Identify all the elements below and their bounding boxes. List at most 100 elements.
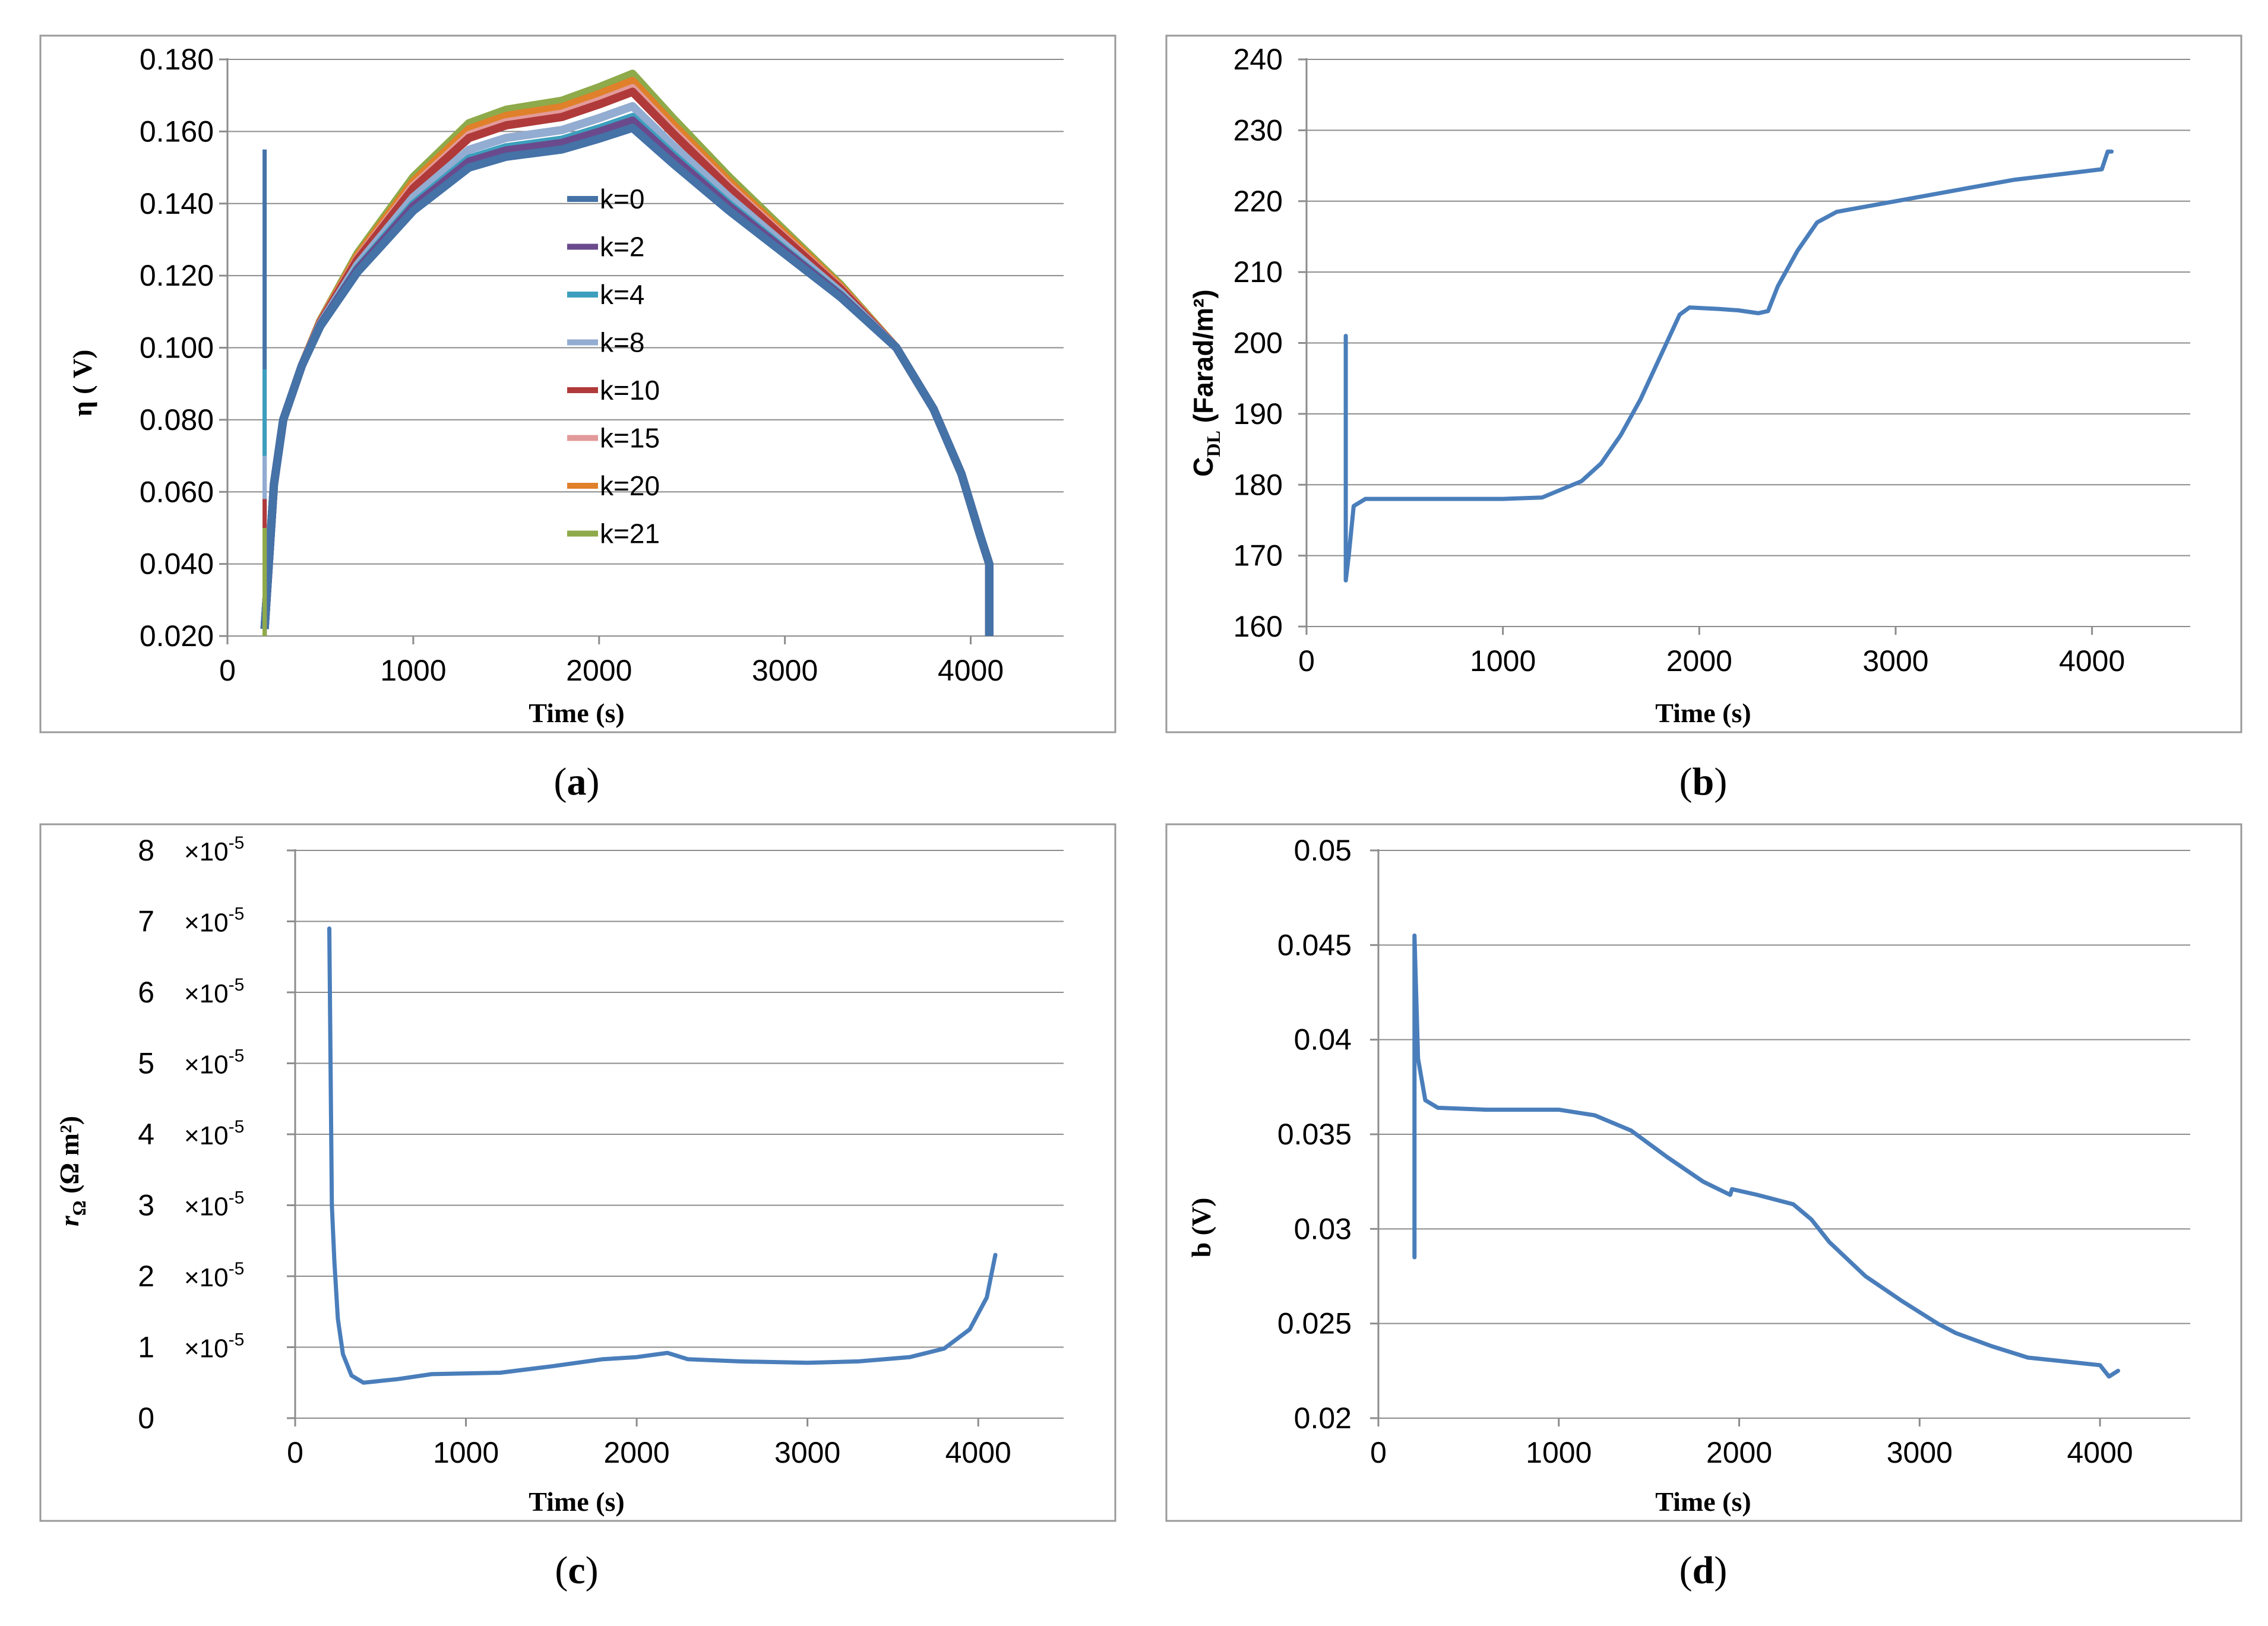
y-tick-label: 230 [1233,113,1283,147]
caption-a: (a) [554,760,600,803]
y-tick-label: 7 [138,905,154,938]
y-tick-label: 240 [1233,43,1283,76]
caption-c: (c) [555,1549,598,1592]
series-line [1412,933,2120,1379]
y-tick-factor: ×10-5 [184,1117,244,1150]
y-tick-exponent: -5 [229,1259,245,1279]
caption-b: (b) [1679,760,1728,803]
chart-a-ylabel: η ( V) [67,350,97,417]
y-tick-label: 8 [138,834,154,867]
y-tick-label: 160 [1233,610,1283,643]
legend-label-k=0: k=0 [600,184,644,214]
chart-b: 160 170 180 190 200 210 220 230 240 0 1000 2000 3000… [1233,43,2190,678]
y-tick-exponent: -5 [229,904,245,924]
x-tick-label: 1000 [433,1436,499,1469]
y-tick-factor: ×10-5 [184,1046,244,1080]
y-tick-label: 0.02 [1294,1402,1352,1435]
caption-d-letter: d [1693,1549,1715,1592]
panel-a: 0.020 0.040 0.060 0.080 0.100 0.120 0.140 0.160… [39,34,1116,733]
series-line [327,926,998,1385]
x-tick-label: 1000 [1526,1436,1592,1469]
y-tick-factor-base: ×10 [184,1192,229,1222]
x-tick-label: 0 [219,654,236,687]
y-tick-label: 6 [138,976,154,1009]
y-tick-exponent: -5 [229,975,245,995]
y-tick-factor: ×10-5 [184,904,244,938]
y-tick-factor-base: ×10 [184,1121,229,1150]
y-tick-label: 0.04 [1294,1023,1352,1056]
panel-d-frame [1165,823,2242,1522]
y-tick-label: 0 [138,1402,154,1435]
x-tick-label: 3000 [774,1436,840,1469]
x-tick-label: 4000 [945,1436,1011,1469]
x-tick-label: 2000 [1666,644,1732,678]
caption-b-letter: b [1693,760,1715,803]
chart-c-ylabel: rΩ (Ω m²) [54,1116,90,1226]
y-tick-factor-base: ×10 [184,1334,229,1364]
chart-c-ylabel-main: r [54,1215,84,1226]
chart-b-ylabel: CDL (Farad/m²) [1188,289,1224,476]
y-tick-factor: ×10-5 [184,1259,244,1292]
chart-c: 01 ×10-52 ×10-53 ×10-54 ×10-55 ×10-56 ×10-57 ×1… [138,833,1064,1469]
chart-b-ylabel-sub: DL [1203,431,1224,457]
y-tick-label: 0.025 [1277,1307,1352,1340]
x-tick-label: 2000 [1706,1436,1772,1469]
y-tick-label: 5 [138,1047,154,1080]
x-tick-label: 3000 [1862,644,1928,678]
y-tick-exponent: -5 [229,1117,245,1137]
y-tick-label: 0.03 [1294,1212,1352,1245]
y-tick-label: 210 [1233,255,1283,289]
y-tick-label: 0.045 [1277,928,1352,961]
y-tick-factor-base: ×10 [184,837,229,866]
y-tick-label: 3 [138,1189,154,1222]
y-tick-label: 4 [138,1118,154,1151]
y-tick-label: 180 [1233,468,1283,501]
chart-b-xlabel: Time (s) [1655,698,1751,728]
panel-b: 160 170 180 190 200 210 220 230 240 0 1000 2000 3000… [1165,34,2242,733]
chart-a: 0.020 0.040 0.060 0.080 0.100 0.120 0.140 0.160… [140,43,1064,687]
y-tick-exponent: -5 [229,1330,245,1350]
caption-a-letter: a [567,760,587,803]
x-tick-label: 4000 [938,654,1004,687]
chart-b-ylabel-rest: (Farad/m²) [1188,289,1219,431]
y-tick-exponent: -5 [229,833,245,853]
caption-c-letter: c [568,1549,585,1592]
series-line-k=0 [260,124,994,636]
y-tick-label: 2 [138,1260,154,1293]
y-tick-label: 0.035 [1277,1118,1352,1151]
y-tick-factor: ×10-5 [184,1188,244,1222]
y-tick-factor: ×10-5 [184,975,244,1008]
x-tick-label: 0 [1370,1436,1387,1469]
chart-d-ylabel: b (V) [1186,1198,1216,1258]
caption-d: (d) [1679,1549,1728,1592]
y-tick-label: 0.120 [140,259,214,292]
y-tick-factor-base: ×10 [184,909,229,938]
y-tick-factor-base: ×10 [184,1051,229,1080]
series-line [1343,149,2114,583]
legend-label-k=21: k=21 [600,518,660,549]
y-tick-label: 190 [1233,397,1283,431]
panel-d: 0.02 0.025 0.03 0.035 0.04 0.045 0.05 0 1000 2000… [1165,823,2242,1522]
y-tick-label: 0.020 [140,619,214,653]
y-tick-exponent: -5 [229,1188,245,1208]
y-tick-label: 0.080 [140,403,214,436]
y-tick-factor-base: ×10 [184,1263,229,1292]
y-tick-label: 0.160 [140,115,214,148]
x-tick-label: 3000 [752,654,818,687]
panel-c-frame [39,823,1116,1522]
legend-label-k=10: k=10 [600,375,660,406]
y-tick-label: 0.140 [140,187,214,220]
chart-c-xlabel: Time (s) [529,1486,624,1517]
x-tick-label: 0 [287,1436,303,1469]
x-tick-label: 4000 [2067,1436,2133,1469]
legend-label-k=8: k=8 [600,327,644,358]
y-tick-factor-base: ×10 [184,979,229,1008]
x-tick-label: 3000 [1887,1436,1953,1469]
chart-c-ylabel-rest: (Ω m²) [54,1116,84,1201]
chart-b-ylabel-main: C [1188,457,1219,476]
x-tick-label: 2000 [603,1436,669,1469]
y-tick-label: 200 [1233,327,1283,360]
x-tick-label: 2000 [566,654,632,687]
x-tick-label: 4000 [2059,644,2125,678]
